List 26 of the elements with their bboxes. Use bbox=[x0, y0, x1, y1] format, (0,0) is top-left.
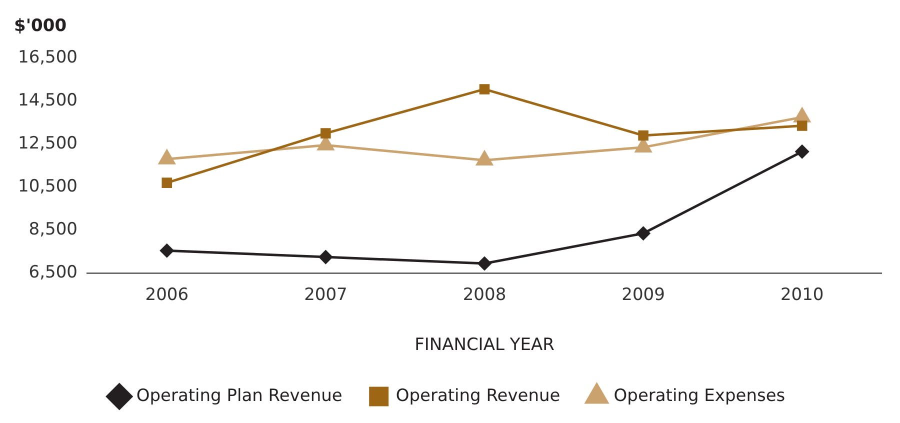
point bbox=[796, 120, 808, 131]
y-tick-label: 12,500 bbox=[18, 134, 78, 154]
point bbox=[162, 178, 172, 188]
point bbox=[318, 250, 332, 264]
point bbox=[479, 84, 490, 94]
y-tick-label: 8,500 bbox=[28, 220, 78, 240]
x-axis-title: FINANCIAL YEAR bbox=[414, 335, 555, 356]
y-tick-label: 14,500 bbox=[18, 90, 78, 110]
point bbox=[638, 130, 648, 141]
point bbox=[636, 226, 650, 240]
point bbox=[478, 256, 492, 270]
point bbox=[320, 128, 331, 138]
y-axis-title: $'000 bbox=[14, 16, 67, 36]
x-tick-label: 2010 bbox=[780, 284, 824, 305]
y-tick-label: 10,500 bbox=[18, 176, 78, 197]
y-tick-label: 6,500 bbox=[28, 262, 78, 283]
x-tick-label: 2006 bbox=[145, 284, 189, 305]
point bbox=[160, 244, 174, 258]
y-tick-label: 16,500 bbox=[18, 47, 78, 68]
legend-label: Operating Plan Revenue bbox=[136, 386, 342, 406]
point bbox=[795, 144, 809, 158]
x-tick-label: 2008 bbox=[462, 284, 506, 305]
x-tick-label: 2009 bbox=[622, 284, 665, 305]
legend-label: Operating Revenue bbox=[396, 386, 560, 406]
legend-label: Operating Expenses bbox=[614, 386, 786, 406]
x-tick-label: 2007 bbox=[304, 284, 348, 305]
